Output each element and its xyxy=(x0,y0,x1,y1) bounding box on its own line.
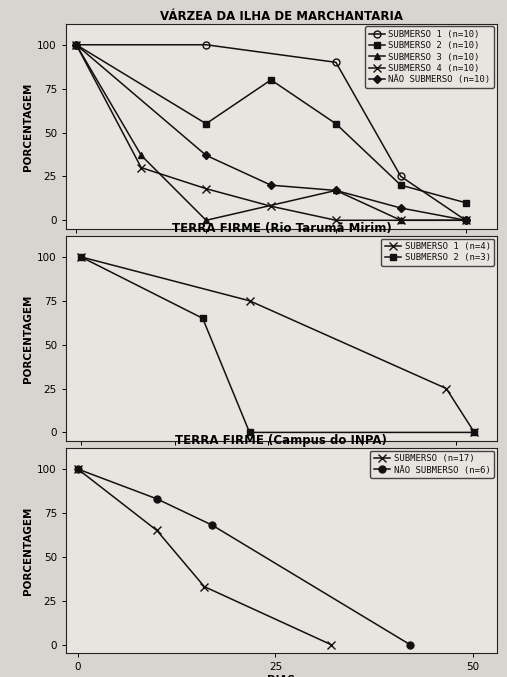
SUBMERSO 2 (n=3) xyxy=(472,429,478,437)
SUBMERSO 2 (n=3) xyxy=(246,429,252,437)
SUBMERSO 3 (n=10) xyxy=(333,186,339,194)
Line: SUBMERSO 1 (n=10): SUBMERSO 1 (n=10) xyxy=(73,41,469,223)
Line: NÃO SUBMERSO (n=10): NÃO SUBMERSO (n=10) xyxy=(74,42,468,223)
Line: SUBMERSO 4 (n=10): SUBMERSO 4 (n=10) xyxy=(72,41,470,225)
SUBMERSO 4 (n=10) xyxy=(333,216,339,224)
SUBMERSO 2 (n=10) xyxy=(463,198,469,206)
SUBMERSO 3 (n=10) xyxy=(73,41,79,49)
NÃO SUBMERSO (n=6) xyxy=(407,640,413,649)
NÃO SUBMERSO (n=6) xyxy=(75,465,81,473)
NÃO SUBMERSO (n=10) xyxy=(463,216,469,224)
SUBMERSO (n=17) xyxy=(328,640,334,649)
SUBMERSO 1 (n=4) xyxy=(472,429,478,437)
SUBMERSO 3 (n=10) xyxy=(138,151,144,159)
NÃO SUBMERSO (n=6) xyxy=(154,495,160,503)
Y-axis label: PORCENTAGEM: PORCENTAGEM xyxy=(23,82,33,171)
SUBMERSO 2 (n=10) xyxy=(398,181,404,190)
NÃO SUBMERSO (n=6) xyxy=(209,521,215,529)
SUBMERSO 4 (n=10) xyxy=(138,164,144,172)
Y-axis label: PORCENTAGEM: PORCENTAGEM xyxy=(23,294,33,383)
SUBMERSO 2 (n=10) xyxy=(268,76,274,84)
SUBMERSO 4 (n=10) xyxy=(73,41,79,49)
SUBMERSO 1 (n=10) xyxy=(73,41,79,49)
SUBMERSO 4 (n=10) xyxy=(268,202,274,211)
Y-axis label: PORCENTAGEM: PORCENTAGEM xyxy=(23,506,33,595)
Title: VÁRZEA DA ILHA DE MARCHANTARIA: VÁRZEA DA ILHA DE MARCHANTARIA xyxy=(160,9,403,22)
Line: SUBMERSO 2 (n=10): SUBMERSO 2 (n=10) xyxy=(73,41,469,206)
SUBMERSO 1 (n=4) xyxy=(443,385,449,393)
SUBMERSO 1 (n=10) xyxy=(333,58,339,66)
SUBMERSO 3 (n=10) xyxy=(398,216,404,224)
SUBMERSO (n=17) xyxy=(154,527,160,535)
Title: TERRA FIRME (Rio Tarumã Mirim): TERRA FIRME (Rio Tarumã Mirim) xyxy=(171,221,391,235)
SUBMERSO 2 (n=10) xyxy=(73,41,79,49)
SUBMERSO 4 (n=10) xyxy=(398,216,404,224)
Line: SUBMERSO 2 (n=3): SUBMERSO 2 (n=3) xyxy=(78,253,478,436)
X-axis label: DIAS: DIAS xyxy=(267,675,296,677)
SUBMERSO 3 (n=10) xyxy=(203,216,209,224)
X-axis label: DIAS: DIAS xyxy=(267,251,296,261)
NÃO SUBMERSO (n=10) xyxy=(333,186,339,194)
SUBMERSO 2 (n=10) xyxy=(333,120,339,128)
Line: SUBMERSO 3 (n=10): SUBMERSO 3 (n=10) xyxy=(73,41,469,223)
SUBMERSO 1 (n=4) xyxy=(246,297,252,305)
X-axis label: DIAS: DIAS xyxy=(267,463,296,473)
SUBMERSO 2 (n=10) xyxy=(203,120,209,128)
SUBMERSO (n=17) xyxy=(75,465,81,473)
NÃO SUBMERSO (n=10) xyxy=(73,41,79,49)
SUBMERSO 2 (n=3) xyxy=(200,314,206,322)
NÃO SUBMERSO (n=10) xyxy=(268,181,274,190)
Legend: SUBMERSO 1 (n=10), SUBMERSO 2 (n=10), SUBMERSO 3 (n=10), SUBMERSO 4 (n=10), NÃO : SUBMERSO 1 (n=10), SUBMERSO 2 (n=10), SU… xyxy=(365,26,494,87)
Title: TERRA FIRME (Campus do INPA): TERRA FIRME (Campus do INPA) xyxy=(175,434,387,447)
SUBMERSO 4 (n=10) xyxy=(203,185,209,193)
Line: NÃO SUBMERSO (n=6): NÃO SUBMERSO (n=6) xyxy=(75,466,413,648)
SUBMERSO 1 (n=4) xyxy=(78,253,84,261)
NÃO SUBMERSO (n=10) xyxy=(203,151,209,159)
SUBMERSO 1 (n=10) xyxy=(203,41,209,49)
Legend: SUBMERSO 1 (n=4), SUBMERSO 2 (n=3): SUBMERSO 1 (n=4), SUBMERSO 2 (n=3) xyxy=(381,238,494,266)
SUBMERSO 1 (n=10) xyxy=(398,173,404,181)
Legend: SUBMERSO (n=17), NÃO SUBMERSO (n=6): SUBMERSO (n=17), NÃO SUBMERSO (n=6) xyxy=(370,451,494,478)
SUBMERSO 3 (n=10) xyxy=(463,216,469,224)
SUBMERSO 1 (n=10) xyxy=(463,216,469,224)
Line: SUBMERSO 1 (n=4): SUBMERSO 1 (n=4) xyxy=(77,253,479,437)
NÃO SUBMERSO (n=10) xyxy=(398,204,404,212)
Line: SUBMERSO (n=17): SUBMERSO (n=17) xyxy=(74,465,335,649)
SUBMERSO 4 (n=10) xyxy=(463,216,469,224)
SUBMERSO (n=17) xyxy=(201,582,207,590)
SUBMERSO 2 (n=3) xyxy=(78,253,84,261)
